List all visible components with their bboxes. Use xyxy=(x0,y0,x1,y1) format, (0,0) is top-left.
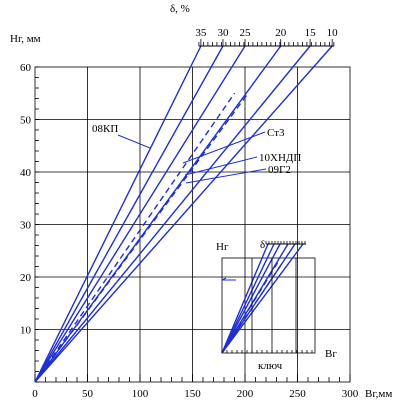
series-line-7 xyxy=(34,92,236,383)
y-tick-label: 50 xyxy=(20,115,32,127)
y-tick-label: 40 xyxy=(20,167,32,179)
inset-line-1 xyxy=(221,243,269,354)
series-lines xyxy=(34,45,333,383)
top-scale-tick-label: 35 xyxy=(195,27,207,39)
series-line-8 xyxy=(34,92,249,383)
y-tick-label: 10 xyxy=(20,325,32,337)
x-tick-label: 300 xyxy=(342,388,359,400)
inset-line-3 xyxy=(221,243,281,354)
grid-lines xyxy=(34,66,351,383)
inset-label-x: Вг xyxy=(325,348,337,360)
x-tick-label: 50 xyxy=(82,388,94,400)
axes: 0 50 100 150 200 250 300 10 20 30 40 50 60 xyxy=(20,62,359,400)
inset-line-6 xyxy=(221,243,304,354)
top-scale-label: δ, % xyxy=(170,3,190,15)
inset-arrow-head xyxy=(221,277,227,281)
series-line-1 xyxy=(34,45,202,383)
inset-label-bottom: ключ xyxy=(258,360,283,372)
series-line-5 xyxy=(34,45,311,383)
annotation-08kp: 08КП xyxy=(92,123,118,135)
inset-label-top: δ xyxy=(260,239,265,251)
series-line-2 xyxy=(34,45,224,383)
top-scale-tick-label: 30 xyxy=(217,27,229,39)
inset-dashed-line-1 xyxy=(221,261,279,354)
annotation-leader-2 xyxy=(182,131,266,164)
y-tick-label: 60 xyxy=(20,62,32,74)
y-tick-label: 20 xyxy=(20,272,32,284)
inset-dashed-line-2 xyxy=(221,261,284,354)
x-tick-label: 100 xyxy=(132,388,149,400)
top-scale-tick-label: 10 xyxy=(327,27,339,39)
annotation-leader-4 xyxy=(185,168,267,184)
top-scale: 35 30 25 20 15 10 xyxy=(195,27,339,47)
series-line-4 xyxy=(34,45,282,383)
annotation-10khndp: 10ХНДП xyxy=(259,152,301,164)
top-scale-tick-label: 15 xyxy=(305,27,317,39)
annotation-st3: Ст3 xyxy=(267,127,285,139)
inset-diagram xyxy=(221,241,316,354)
x-axis-label: Вг,мм xyxy=(365,388,392,400)
inset-frame xyxy=(221,257,316,354)
inset-label-y: Нг xyxy=(216,241,229,253)
annotation-leaders xyxy=(117,131,267,184)
y-tick-label: 30 xyxy=(20,220,32,232)
annotation-09g2: 09Г2 xyxy=(268,164,291,176)
inset-line-2 xyxy=(221,243,275,354)
series-line-3 xyxy=(34,45,246,383)
x-tick-label: 250 xyxy=(289,388,306,400)
x-tick-label: 200 xyxy=(237,388,254,400)
series-line-6 xyxy=(34,45,333,383)
y-axis-label: Нг, мм xyxy=(10,33,41,45)
top-scale-tick-label: 25 xyxy=(240,27,252,39)
x-tick-label: 0 xyxy=(32,388,38,400)
annotation-leader-1 xyxy=(117,134,151,149)
top-scale-tick-label: 20 xyxy=(275,27,287,39)
x-tick-label: 150 xyxy=(184,388,201,400)
annotation-leader-3 xyxy=(184,156,258,176)
